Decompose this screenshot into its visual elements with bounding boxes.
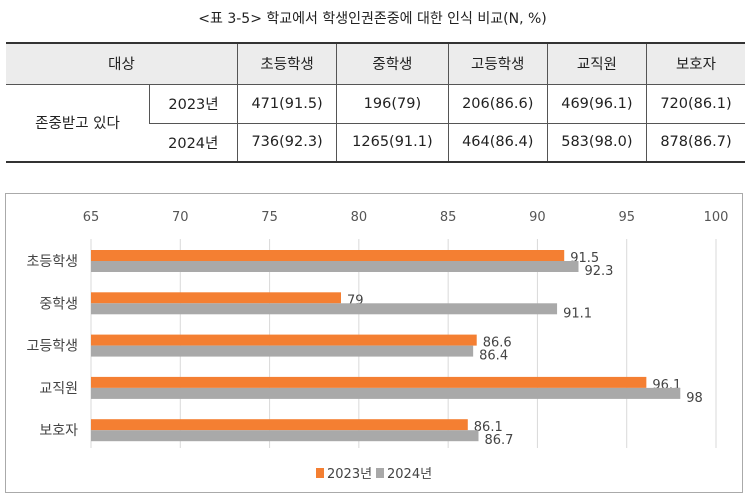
- table-cell: 736(92.3): [236, 123, 337, 163]
- tick-label: 80: [351, 210, 368, 225]
- table-header-row: 대상 초등학생 중학생 고등학생 교직원 보호자: [6, 43, 745, 85]
- category-label: 보호자: [39, 423, 78, 439]
- data-table: 대상 초등학생 중학생 고등학생 교직원 보호자 존중받고 있다 2023년 4…: [6, 42, 745, 163]
- table-row: 2024년 736(92.3) 1265(91.1) 464(86.4) 583…: [6, 123, 745, 163]
- row-label: 존중받고 있다: [6, 84, 150, 163]
- bar-2024년: [91, 430, 479, 442]
- data-label: 86.6: [483, 336, 512, 351]
- legend-swatch: [316, 468, 324, 478]
- category-label: 고등학생: [26, 339, 78, 355]
- table-cell: 469(96.1): [546, 84, 647, 124]
- bar-2024년: [91, 303, 558, 315]
- category-label: 중학생: [39, 296, 78, 312]
- table-row: 존중받고 있다 2023년 471(91.5) 196(79) 206(86.6…: [6, 84, 745, 163]
- bar-2024년: [91, 261, 579, 272]
- bar-2023년: [91, 292, 341, 304]
- tick-label: 65: [83, 210, 100, 225]
- table-cell: 1265(91.1): [336, 123, 449, 163]
- header-cell: 대상: [6, 43, 238, 85]
- bar-2024년: [91, 387, 681, 399]
- table-title: <표 3-5> 학교에서 학생인권존중에 대한 인식 비교(N, %): [198, 11, 547, 27]
- data-label: 91.1: [563, 306, 592, 321]
- tick-label: 75: [261, 210, 278, 225]
- category-label: 초등학생: [26, 254, 78, 270]
- bar-2023년: [91, 250, 565, 261]
- table-cell: 464(86.4): [447, 123, 548, 163]
- tick-label: 85: [440, 210, 457, 225]
- tick-label: 95: [618, 210, 635, 225]
- header-cell: 중학생: [336, 43, 449, 85]
- tick-label: 100: [704, 210, 729, 225]
- bar-2023년: [91, 334, 477, 346]
- tick-label: 70: [172, 210, 189, 225]
- bar-2023년: [91, 376, 647, 388]
- table-cell: 878(86.7): [645, 123, 745, 163]
- data-label: 92.3: [585, 264, 614, 279]
- data-label: 86.1: [474, 420, 503, 435]
- year-cell: 2024년: [149, 123, 238, 163]
- bar-chart: 65 70 75 80 85 90 95 100 초등학생 91.5 92.3 중학생 79 91.1 고등…: [5, 193, 743, 493]
- table-cell: 583(98.0): [546, 123, 647, 163]
- tick-label: 90: [529, 210, 546, 225]
- data-label: 86.7: [485, 433, 514, 448]
- header-cell: 보호자: [645, 43, 745, 85]
- legend-swatch: [376, 468, 384, 478]
- table-cell: 206(86.6): [447, 84, 548, 124]
- header-cell: 초등학생: [236, 43, 337, 85]
- legend-label: 2023년: [327, 467, 372, 482]
- header-cell: 교직원: [546, 43, 647, 85]
- bar-2023년: [91, 419, 468, 431]
- header-cell: 고등학생: [447, 43, 548, 85]
- table-cell: 196(79): [336, 84, 449, 124]
- data-label: 86.4: [479, 349, 508, 364]
- bar-2024년: [91, 345, 474, 357]
- year-cell: 2023년: [149, 84, 238, 124]
- category-label: 교직원: [39, 381, 78, 397]
- legend-label: 2024년: [387, 467, 432, 482]
- table-cell: 471(91.5): [236, 84, 337, 124]
- data-label: 98: [686, 391, 703, 406]
- table-cell: 720(86.1): [645, 84, 745, 124]
